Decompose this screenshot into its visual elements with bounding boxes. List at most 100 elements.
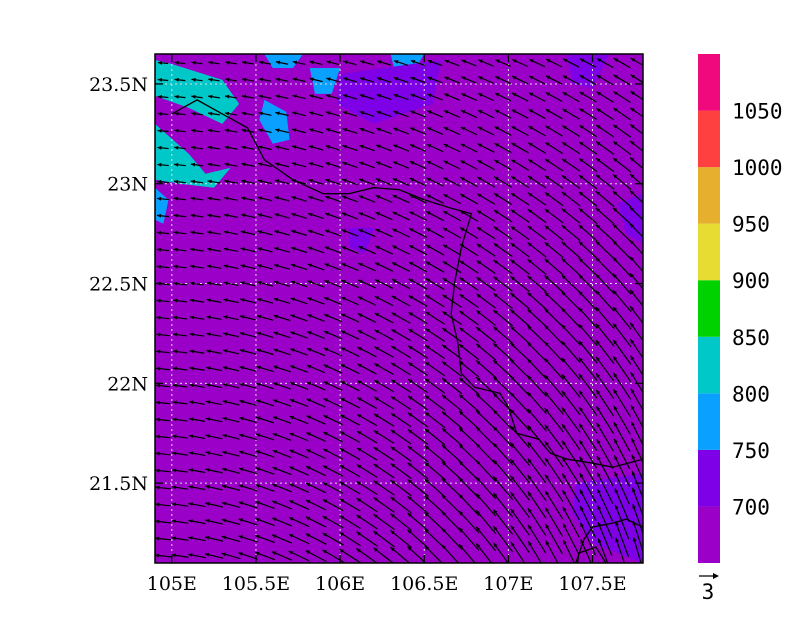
vector-head — [324, 280, 329, 284]
vector-shaft — [562, 489, 580, 521]
vector-head — [409, 144, 415, 148]
vector-head — [527, 292, 532, 297]
vector-head — [407, 462, 413, 467]
vector-head — [374, 346, 380, 351]
vector-head — [325, 111, 331, 115]
vector-head — [458, 444, 464, 449]
vector-head — [461, 59, 467, 64]
vector-shaft — [561, 473, 581, 503]
vector-head — [342, 128, 348, 132]
vector-head — [172, 366, 178, 371]
vector-head — [511, 193, 516, 197]
vector-head — [258, 162, 263, 167]
vector-shaft — [441, 444, 463, 464]
vector-head — [613, 372, 618, 378]
vector-head — [308, 179, 313, 183]
vector-head — [460, 160, 466, 165]
vector-head — [476, 310, 481, 315]
vector-head — [493, 243, 499, 248]
vector-head — [225, 60, 230, 65]
vector-shaft — [595, 240, 615, 260]
vector-head — [407, 412, 413, 417]
vector-head — [359, 178, 364, 183]
vector-head — [223, 247, 229, 252]
vector-shaft — [544, 424, 564, 450]
vector-head — [561, 225, 567, 230]
vector-head — [172, 468, 177, 473]
vector-shaft — [339, 531, 361, 547]
vector-head — [510, 309, 515, 314]
vector-head — [476, 393, 481, 399]
vector-head — [612, 224, 618, 229]
vector-head — [545, 142, 550, 147]
vector-head — [527, 375, 532, 380]
vector-head — [207, 162, 213, 167]
vector-head — [225, 77, 230, 82]
vector-head — [629, 157, 635, 162]
x-axis: 105E 105.5E 106E 106.5E 107E 107.5E — [147, 54, 627, 595]
vector-head — [391, 363, 396, 367]
vector-head — [242, 77, 247, 82]
vector-head — [442, 278, 448, 282]
vector-head — [223, 315, 228, 320]
vector-head — [174, 145, 179, 150]
vector-shaft — [509, 342, 531, 362]
vector-head — [391, 346, 396, 351]
vector-head — [580, 539, 585, 544]
vector-head — [274, 230, 279, 234]
vector-head — [155, 434, 160, 439]
vector-head — [241, 196, 246, 201]
vector-shaft — [492, 342, 514, 362]
vector-head — [476, 493, 481, 498]
vector-head — [273, 348, 278, 353]
vector-head — [356, 514, 361, 519]
vector-head — [172, 400, 177, 405]
vector-head — [579, 406, 584, 412]
vector-head — [257, 297, 262, 302]
vector-shaft — [544, 341, 564, 363]
vector-head — [527, 441, 532, 447]
vector-head — [256, 314, 262, 319]
vector-head — [493, 443, 498, 448]
vector-head — [494, 93, 500, 97]
vector-head — [476, 260, 482, 265]
vector-head — [597, 455, 601, 461]
vector-head — [510, 492, 515, 497]
vector-head — [477, 110, 483, 114]
vector-head — [174, 128, 179, 133]
vector-head — [390, 463, 396, 468]
vector-head — [631, 405, 635, 410]
vector-head — [309, 60, 314, 65]
vector-head — [323, 398, 329, 403]
vector-shaft — [339, 548, 361, 563]
vector-shaft — [475, 443, 497, 465]
vector-head — [322, 549, 327, 554]
vector-head — [290, 348, 295, 353]
vector-head — [156, 298, 161, 303]
vector-head — [273, 331, 279, 336]
vector-head — [595, 241, 601, 246]
vector-head — [256, 348, 262, 353]
vector-head — [595, 191, 601, 196]
vector-head — [390, 513, 395, 518]
vector-head — [459, 277, 465, 282]
vector-head — [155, 519, 160, 524]
vector-head — [460, 210, 465, 215]
y-tick-label: 21.5N — [89, 473, 148, 495]
vector-head — [376, 110, 382, 115]
vector-head — [425, 244, 431, 249]
vector-head — [562, 142, 567, 147]
vector-head — [408, 262, 414, 266]
vector-head — [257, 196, 263, 201]
vector-head — [157, 162, 162, 167]
vector-shaft — [544, 324, 564, 346]
vector-head — [597, 472, 601, 477]
vector-shaft — [441, 411, 463, 429]
vector-head — [156, 349, 161, 354]
vector-head — [562, 424, 566, 429]
vector-shaft — [509, 375, 531, 397]
vector-head — [340, 330, 346, 335]
vector-shaft — [527, 391, 547, 415]
vector-shaft — [630, 355, 643, 377]
vector-head — [373, 480, 379, 485]
